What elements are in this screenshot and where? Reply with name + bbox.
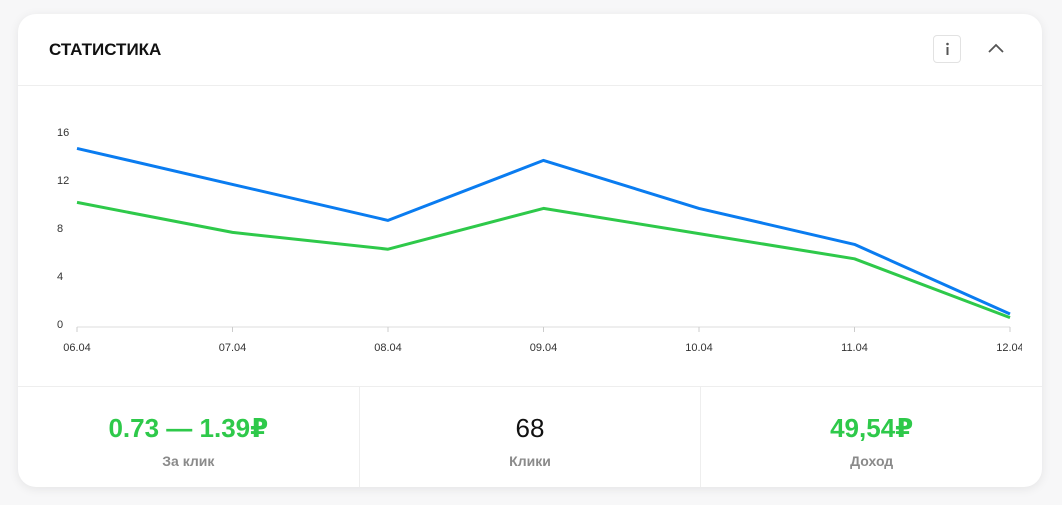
stats-card: СТАТИСТИКА 0 4 8 12 16 06.04 07.04 08.04 09.04 10… [18, 14, 1042, 487]
x-tick-label: 07.04 [219, 342, 247, 354]
x-tick-label: 10.04 [685, 342, 713, 354]
stat-label: За клик [162, 453, 215, 469]
x-tick-label: 11.04 [841, 342, 868, 354]
card-title: СТАТИСТИКА [49, 40, 162, 59]
stat-value: 68 [515, 413, 545, 443]
x-tick-label: 08.04 [374, 342, 402, 354]
info-button[interactable] [933, 35, 961, 63]
stat-cell: 0.73 — 1.39₽ За клик [18, 387, 360, 487]
info-icon-dot [946, 42, 949, 46]
stat-value: 49,54₽ [830, 413, 914, 443]
card-header: СТАТИСТИКА [18, 14, 1042, 86]
series-line [76, 200, 1011, 320]
stat-cell: 49,54₽ Доход [701, 387, 1042, 487]
stat-label: Доход [850, 453, 894, 469]
stat-cell: 68 Клики [360, 387, 702, 487]
stat-label: Клики [509, 453, 551, 469]
y-tick-label: 4 [57, 271, 63, 283]
collapse-button[interactable] [986, 40, 1006, 56]
stat-value: 0.73 — 1.39₽ [108, 413, 269, 443]
x-tick-label: 09.04 [530, 342, 558, 354]
chart: 0 4 8 12 16 06.04 07.04 08.04 09.04 10.04 11.04 12.… [57, 127, 1022, 354]
y-tick-label: 16 [57, 127, 69, 139]
chevron-icon [988, 43, 1004, 53]
stats-row: 0.73 — 1.39₽ За клик 68 Клики 49,54₽ Доход [18, 386, 1042, 487]
y-tick-label: 12 [57, 175, 69, 187]
x-tick-label: 06.04 [63, 342, 91, 354]
info-icon [946, 47, 949, 55]
x-tick-label: 12.04 [996, 342, 1022, 354]
y-tick-label: 0 [57, 319, 63, 331]
y-tick-label: 8 [57, 223, 63, 235]
series-line [76, 146, 1011, 316]
